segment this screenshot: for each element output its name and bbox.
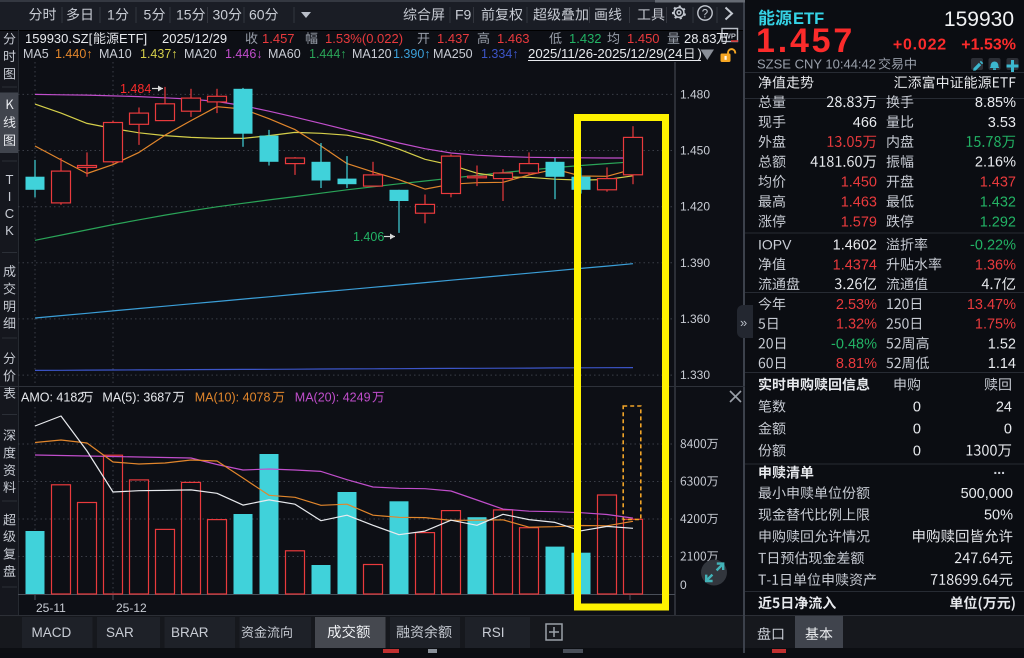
svg-text:RSI: RSI [482,625,505,640]
svg-text:T: T [6,172,14,187]
svg-text:1.334↑: 1.334↑ [481,47,519,61]
svg-text:0: 0 [680,578,687,592]
svg-text:1.437↑: 1.437↑ [140,47,178,61]
svg-text:MA60: MA60 [268,47,301,61]
svg-text:1: 1 [107,7,115,23]
svg-text:1.450: 1.450 [680,144,710,158]
svg-text:?: ? [702,9,708,21]
svg-text:+0.022: +0.022 [893,37,947,54]
svg-text:MA(10): 4078: MA(10): 4078 [195,391,271,405]
svg-text:BRAR: BRAR [171,625,209,640]
svg-text:1.14: 1.14 [988,356,1016,372]
svg-text:1.579: 1.579 [841,214,877,230]
svg-text:1.463: 1.463 [497,31,530,46]
svg-text:1.52: 1.52 [988,336,1016,352]
svg-text:1.432: 1.432 [569,31,602,46]
svg-text:1.484: 1.484 [120,82,151,96]
svg-text:+1.53%: +1.53% [961,37,1016,54]
svg-text:0: 0 [913,422,921,438]
svg-text:MACD: MACD [32,625,72,640]
svg-text:24: 24 [996,400,1012,416]
svg-text:0: 0 [913,400,921,416]
svg-text:1.437: 1.437 [980,175,1016,191]
svg-text:1.446↓: 1.446↓ [225,47,263,61]
svg-text:2025/12/29: 2025/12/29 [162,31,227,46]
svg-text:15: 15 [176,7,192,23]
svg-text:MA120: MA120 [352,47,392,61]
svg-text:): ) [698,46,702,61]
svg-text:SAR: SAR [106,625,134,640]
svg-text:F9: F9 [455,7,472,23]
svg-text:28.83: 28.83 [684,31,717,46]
svg-text:25-12: 25-12 [116,601,147,615]
svg-text:159930: 159930 [944,8,1014,31]
svg-text:60: 60 [249,7,265,23]
svg-text:2025/11/26-2025/12/29(24: 2025/11/26-2025/12/29(24 [528,46,682,61]
svg-text:-0.22%: -0.22% [970,238,1016,254]
svg-text:1.444↑: 1.444↑ [309,47,347,61]
svg-text:1.390↑: 1.390↑ [393,47,431,61]
svg-text:8.81%: 8.81% [836,356,877,372]
svg-text:1.457: 1.457 [262,31,295,46]
svg-text:MA(5): 3687: MA(5): 3687 [102,391,171,405]
svg-text:MA5: MA5 [23,47,49,61]
svg-text:1.36%: 1.36% [975,257,1016,273]
svg-text:1.292: 1.292 [980,214,1016,230]
svg-text:1.457: 1.457 [756,22,855,60]
svg-text:MA10: MA10 [99,47,132,61]
svg-text:1.432: 1.432 [980,195,1016,211]
svg-text:8.85%: 8.85% [975,95,1016,111]
svg-text:1.32%: 1.32% [836,317,877,333]
svg-text:1.4602: 1.4602 [833,238,877,254]
svg-text:K: K [5,223,14,238]
svg-text:1.450: 1.450 [627,31,660,46]
svg-text:SZSE CNY 10:44:42: SZSE CNY 10:44:42 [757,57,876,72]
svg-text:1.480: 1.480 [680,87,710,101]
svg-text:2.16%: 2.16% [975,155,1016,171]
svg-text:0: 0 [913,444,921,460]
svg-text:30: 30 [213,7,229,23]
svg-text:MA(20): 4249: MA(20): 4249 [295,391,371,405]
svg-text:1.360: 1.360 [680,312,710,326]
svg-text:-0.48%: -0.48% [831,336,877,352]
svg-text:C: C [5,206,14,221]
svg-text:AMO: 4182: AMO: 4182 [21,391,84,405]
svg-text:WP: WP [724,32,736,41]
svg-text:1.390: 1.390 [680,256,710,270]
svg-text:50%: 50% [984,508,1013,524]
svg-text:1.420: 1.420 [680,200,710,214]
svg-text:3.53: 3.53 [988,115,1016,131]
svg-text:MA20: MA20 [184,47,217,61]
svg-text:IOPV: IOPV [758,237,792,253]
svg-text:1.450: 1.450 [841,175,877,191]
svg-text:1.4374: 1.4374 [833,257,877,273]
svg-text:ETF]: ETF] [119,31,147,46]
svg-text:466: 466 [853,115,877,131]
svg-text:1.330: 1.330 [680,368,710,382]
svg-text:MA250: MA250 [433,47,473,61]
svg-text:»: » [740,315,747,330]
svg-text:159930.SZ[: 159930.SZ[ [25,31,93,46]
svg-text:1.440↑: 1.440↑ [55,47,93,61]
svg-text:500,000: 500,000 [961,486,1013,502]
svg-text:5: 5 [144,7,152,23]
svg-text:...: ... [993,461,1005,477]
svg-text:1.463: 1.463 [841,195,877,211]
svg-text:13.47%: 13.47% [967,297,1016,313]
svg-text:0: 0 [1004,422,1012,438]
svg-text:1.53%(0.022): 1.53%(0.022) [325,31,403,46]
svg-text:I: I [8,189,12,204]
svg-text:1.406: 1.406 [353,230,384,244]
svg-text:2.53%: 2.53% [836,297,877,313]
svg-text:1.437: 1.437 [437,31,470,46]
svg-text:25-11: 25-11 [36,601,66,615]
svg-text:1.75%: 1.75% [975,317,1016,333]
